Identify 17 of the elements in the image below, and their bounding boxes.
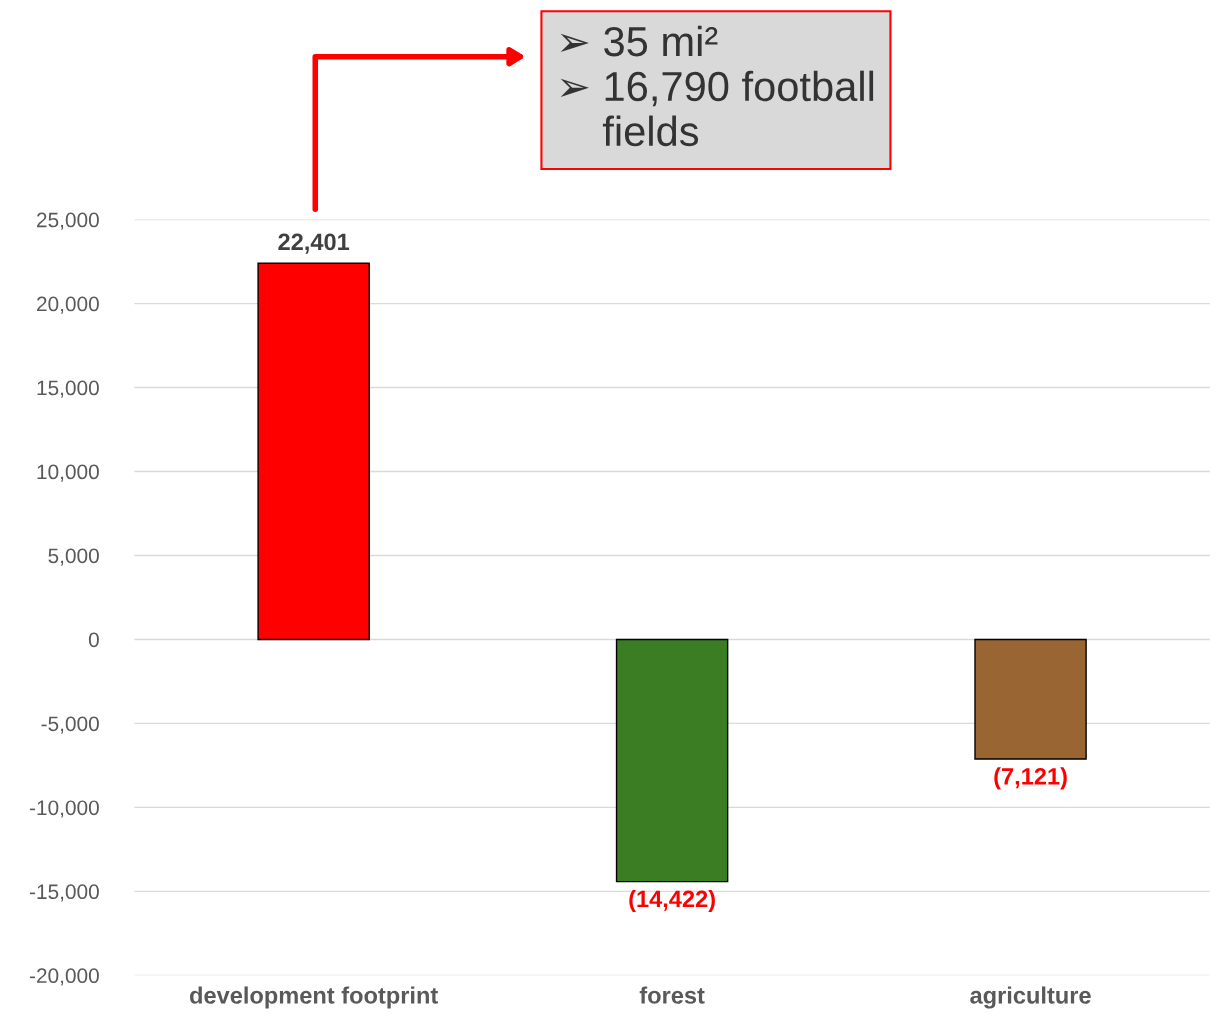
y-tick-label: 0 [88,632,99,648]
y-tick-label: 20,000 [37,296,99,314]
y-tick-label: -10,000 [29,800,99,818]
data-label: (7,121) [994,767,1067,790]
data-label: 22,401 [278,233,350,254]
y-tick-label: 10,000 [37,464,99,482]
y-tick-label: -20,000 [29,968,99,986]
data-label: (14,422) [629,889,715,912]
y-tick-label: 25,000 [37,212,99,230]
y-tick-label: 5,000 [48,548,99,566]
y-tick-label: -15,000 [29,884,99,902]
text: ➢ 35 mi² ➢ 16,790 football fields [560,25,874,147]
x-tick-label: development footprint [190,986,438,1009]
x-tick-label: agriculture [970,986,1091,1009]
y-tick-label: 15,000 [37,380,99,398]
x-tick-label: forest [639,986,705,1004]
y-tick-label: -5,000 [41,716,99,734]
